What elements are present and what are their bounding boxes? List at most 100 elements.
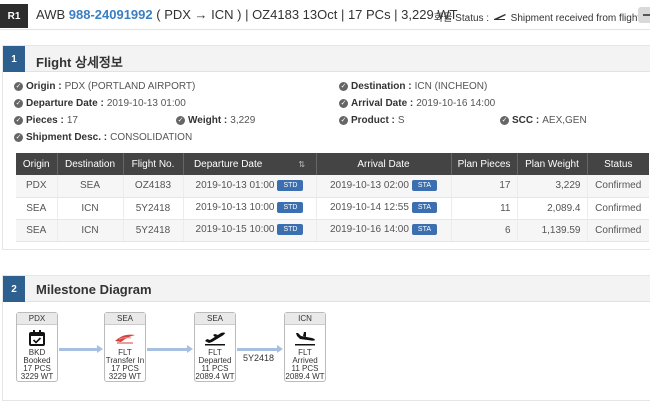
arrival-time: 2019-10-16 14:00 (329, 224, 409, 236)
arrival-info: ✓ Arrival Date : 2019-10-16 14:00 (339, 98, 495, 109)
col-plan-weight[interactable]: Plan Weight (517, 153, 588, 175)
cell-pieces: 11 (451, 197, 518, 220)
col-arrival-date[interactable]: Arrival Date (316, 153, 452, 175)
shipment-desc-info: ✓ Shipment Desc. : CONSOLIDATION (14, 132, 192, 143)
milestone-transfer-in[interactable]: SEA FLT Transfer In 17 PCS 3229 WT (104, 312, 146, 382)
route-summary: ( PDX → ICN ) | OZ4183 13Oct | 17 PCs | … (156, 7, 458, 22)
table-row[interactable]: SEA ICN 5Y2418 2019-10-15 10:00 STD 2019-… (16, 219, 649, 242)
table-row[interactable]: SEA ICN 5Y2418 2019-10-13 10:00 STD 2019-… (16, 197, 649, 220)
departure-label: Departure Date : (26, 98, 104, 109)
awb-number-link[interactable]: 988-24091992 (68, 7, 153, 22)
panel-number: 2 (3, 276, 25, 302)
col-departure-date[interactable]: Departure Date ⇅ (183, 153, 317, 175)
cell-arrival: 2019-10-13 02:00 STA (316, 175, 452, 198)
departure-info: ✓ Departure Date : 2019-10-13 01:00 (14, 98, 186, 109)
milestone-event: Arrived (292, 356, 318, 365)
check-circle-icon: ✓ (176, 116, 185, 125)
sort-icon[interactable]: ⇅ (298, 159, 306, 169)
cell-origin: SEA (16, 219, 58, 242)
scc-label: SCC : (512, 115, 540, 126)
scc-value: AEX,GEN (542, 115, 587, 126)
flight-number-label: 5Y2418 (243, 353, 275, 363)
shipment-header: R1 AWB 988-24091992 ( PDX → ICN ) | OZ41… (0, 0, 650, 30)
table-row[interactable]: PDX SEA OZ4183 2019-10-13 01:00 STD 2019-… (16, 175, 649, 198)
awb-prefix: AWB (36, 7, 66, 22)
pieces-info: ✓ Pieces : 17 (14, 115, 78, 126)
airline-logo-icon (105, 327, 145, 349)
status-label: 화물 Status : (434, 13, 490, 24)
cell-departure: 2019-10-13 10:00 STD (183, 197, 317, 220)
arrival-value: 2019-10-16 14:00 (416, 98, 496, 109)
milestone-code: FLT (118, 348, 132, 357)
weight-value: 3,229 (230, 115, 256, 126)
sta-tag: STA (411, 202, 438, 214)
flight-table: Origin Destination Flight No. Departure … (16, 153, 649, 242)
product-info: ✓ Product : S (339, 115, 405, 126)
cell-destination: ICN (57, 197, 124, 220)
check-circle-icon: ✓ (14, 133, 23, 142)
check-circle-icon: ✓ (14, 99, 23, 108)
origin-info: ✓ Origin : PDX (PORTLAND AIRPORT) (14, 81, 195, 92)
milestone-booked[interactable]: PDX BKD Booked 17 PCS 3229 WT (16, 312, 58, 382)
origin-label: Origin : (26, 81, 62, 92)
milestone-station: SEA (195, 313, 235, 325)
plane-icon (493, 13, 506, 24)
collapse-button[interactable] (638, 7, 650, 23)
cell-arrival: 2019-10-14 12:55 STA (316, 197, 452, 220)
milestone-station: ICN (285, 313, 325, 325)
check-circle-icon: ✓ (14, 82, 23, 91)
col-destination[interactable]: Destination (57, 153, 124, 175)
milestone-code: FLT (298, 348, 312, 357)
calendar-check-icon (17, 327, 57, 349)
weight-label: Weight : (188, 115, 228, 126)
status-text: Shipment received from flight (510, 13, 641, 24)
cell-weight: 2,089.4 (517, 197, 588, 220)
milestone-station: PDX (17, 313, 57, 325)
col-plan-pieces[interactable]: Plan Pieces (451, 153, 518, 175)
check-circle-icon: ✓ (500, 116, 509, 125)
milestone-arrived[interactable]: ICN FLT Arrived 11 PCS 2089.4 WT (284, 312, 326, 382)
cell-flight: 5Y2418 (123, 197, 184, 220)
product-value: S (397, 115, 405, 126)
pieces-label: Pieces : (26, 115, 64, 126)
minus-icon (643, 14, 650, 16)
product-label: Product : (351, 115, 395, 126)
milestone-weight: 2089.4 WT (285, 372, 325, 381)
arrival-label: Arrival Date : (351, 98, 414, 109)
col-status[interactable]: Status (587, 153, 649, 175)
shipment-title: AWB 988-24091992 ( PDX → ICN ) | OZ4183 … (36, 7, 458, 22)
milestone-weight: 2089.4 WT (195, 372, 235, 381)
destination-value: ICN (INCHEON) (414, 81, 488, 92)
flight-detail-header: 1 Flight 상세정보 (3, 46, 650, 72)
plane-departure-icon (195, 327, 235, 349)
milestone-arrow (237, 345, 283, 353)
cell-status: Confirmed (587, 175, 649, 198)
flight-detail-panel: 1 Flight 상세정보 ✓ Origin : PDX (PORTLAND A… (2, 45, 650, 250)
milestone-weight: 3229 WT (108, 372, 142, 381)
milestone-departed[interactable]: SEA FLT Departed 11 PCS 2089.4 WT (194, 312, 236, 382)
milestone-pieces: 11 PCS (201, 364, 229, 373)
cell-status: Confirmed (587, 219, 649, 242)
weight-info: ✓ Weight : 3,229 (176, 115, 255, 126)
pieces-value: 17 (66, 115, 78, 126)
panel-number: 1 (3, 46, 25, 72)
origin-value: PDX (PORTLAND AIRPORT) (64, 81, 196, 92)
departure-time: 2019-10-15 10:00 (195, 224, 275, 236)
milestone-arrow (147, 345, 193, 353)
col-flight-no[interactable]: Flight No. (123, 153, 184, 175)
milestone-panel: 2 Milestone Diagram PDX BKD Booked 17 PC… (2, 275, 650, 401)
arrival-time: 2019-10-13 02:00 (329, 180, 409, 192)
cell-status: Confirmed (587, 197, 649, 220)
col-origin[interactable]: Origin (16, 153, 58, 175)
milestone-pieces: 17 PCS (23, 364, 51, 373)
cell-origin: PDX (16, 175, 58, 198)
sta-tag: STA (411, 224, 438, 236)
destination-info: ✓ Destination : ICN (INCHEON) (339, 81, 487, 92)
std-tag: STD (277, 202, 304, 214)
cargo-status: 화물 Status : Shipment received from fligh… (434, 9, 640, 24)
record-badge: R1 (0, 4, 28, 28)
milestone-event: Departed (198, 356, 232, 365)
milestone-event: Booked (23, 356, 51, 365)
check-circle-icon: ✓ (339, 116, 348, 125)
milestone-pieces: 11 PCS (291, 364, 319, 373)
